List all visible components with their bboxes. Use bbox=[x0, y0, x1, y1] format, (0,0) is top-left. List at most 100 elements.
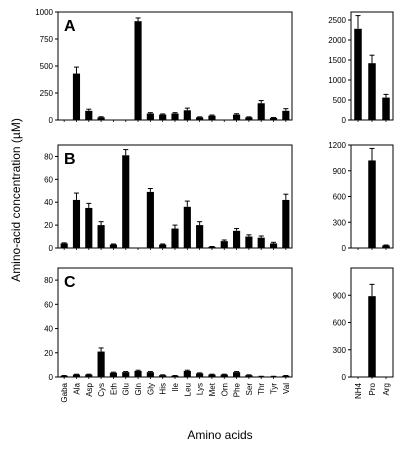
bar-ile bbox=[171, 113, 179, 120]
bar-met bbox=[208, 374, 216, 377]
panel-b-side: 0 300 600 900 1200 bbox=[328, 141, 394, 253]
bar-his bbox=[159, 375, 167, 377]
bar-tyr bbox=[269, 243, 278, 248]
bar-val bbox=[282, 375, 290, 377]
bar-thr bbox=[257, 103, 265, 120]
bar-glu bbox=[122, 155, 130, 248]
bar-his bbox=[159, 114, 167, 120]
category-label-val: Val bbox=[282, 383, 291, 394]
panel-c-side: 0 300 600 900 NH4 Pro Arg bbox=[333, 267, 394, 399]
bar-arg bbox=[382, 97, 390, 120]
panel-label: A bbox=[64, 18, 76, 35]
category-label-met: Met bbox=[208, 382, 217, 396]
y-tick-label: 600 bbox=[333, 193, 347, 202]
y-tick-label: 500 bbox=[333, 96, 347, 105]
y-tick-label: 1500 bbox=[328, 56, 346, 65]
chart-panels: 02505007501000A0500100015002000250002040… bbox=[35, 8, 394, 403]
bar-orn bbox=[220, 241, 228, 248]
category-label-nh4: NH4 bbox=[354, 382, 363, 399]
bar-ser bbox=[245, 117, 253, 120]
bar-lys bbox=[196, 373, 204, 377]
y-tick-label: 750 bbox=[40, 35, 54, 44]
bar-ser bbox=[245, 375, 253, 377]
panel-a-main: 0 250 500 750 1000 A bbox=[35, 8, 293, 125]
category-label-ser: Ser bbox=[245, 383, 254, 396]
y-tick-label: 0 bbox=[49, 373, 54, 382]
bar-ile bbox=[171, 228, 179, 248]
bar-cys bbox=[97, 117, 105, 120]
category-label-his: His bbox=[159, 383, 168, 395]
y-tick-label: 80 bbox=[44, 276, 53, 285]
category-label-gaba: Gaba bbox=[60, 382, 69, 402]
bar-val bbox=[282, 199, 290, 248]
y-tick-label: 1200 bbox=[328, 141, 346, 150]
bar-asp bbox=[85, 110, 93, 120]
bar-phe bbox=[233, 114, 241, 120]
bar-ala bbox=[72, 199, 81, 248]
y-tick-label: 0 bbox=[49, 116, 54, 125]
y-tick-label: 900 bbox=[333, 291, 347, 300]
bar-pro bbox=[368, 63, 376, 120]
y-tick-label: 40 bbox=[44, 198, 53, 207]
y-tick-label: 1000 bbox=[328, 76, 346, 85]
bar-phe bbox=[233, 372, 241, 377]
bar-gaba bbox=[60, 243, 68, 248]
category-label-gln: Gln bbox=[134, 383, 143, 395]
bar-gln bbox=[134, 370, 142, 377]
category-label-gly: Gly bbox=[146, 383, 155, 395]
y-tick-label: 300 bbox=[333, 346, 347, 355]
y-tick-label: 300 bbox=[333, 218, 347, 227]
bar-leu bbox=[183, 206, 191, 248]
bar-gly bbox=[146, 191, 154, 248]
category-label-tyr: Tyr bbox=[270, 383, 279, 394]
bar-leu bbox=[183, 110, 191, 120]
bar-gly bbox=[146, 372, 154, 377]
bar-lys bbox=[196, 117, 204, 120]
y-tick-label: 1000 bbox=[35, 8, 53, 17]
bar-gln bbox=[134, 21, 142, 120]
category-label-pro: Pro bbox=[368, 382, 377, 395]
y-tick-label: 0 bbox=[342, 373, 347, 382]
panel-label: B bbox=[64, 151, 76, 168]
bar-ile bbox=[171, 375, 179, 377]
y-tick-label: 60 bbox=[44, 300, 53, 309]
category-label-cys: Cys bbox=[97, 383, 106, 397]
bar-thr bbox=[257, 237, 265, 248]
category-label-ala: Ala bbox=[72, 382, 81, 394]
y-tick-label: 600 bbox=[333, 319, 347, 328]
x-axis-label: Amino acids bbox=[187, 428, 252, 442]
y-tick-label: 2000 bbox=[328, 36, 346, 45]
category-label-phe: Phe bbox=[233, 382, 242, 397]
plot-frame bbox=[57, 11, 293, 121]
panel-b-main: 0 20 40 60 80 B bbox=[44, 144, 293, 253]
y-tick-label: 60 bbox=[44, 175, 53, 184]
y-tick-label: 900 bbox=[333, 167, 347, 176]
y-tick-label: 0 bbox=[49, 244, 54, 253]
y-tick-label: 500 bbox=[40, 62, 54, 71]
y-tick-label: 20 bbox=[44, 349, 53, 358]
panel-label: C bbox=[64, 274, 76, 291]
bar-pro bbox=[368, 160, 376, 248]
bar-leu bbox=[183, 370, 191, 377]
category-label-ile: Ile bbox=[171, 382, 180, 391]
category-label-arg: Arg bbox=[382, 383, 391, 395]
plot-frame bbox=[57, 267, 293, 378]
bar-arg bbox=[382, 245, 390, 248]
bar-cys bbox=[97, 351, 105, 377]
bar-gaba bbox=[60, 375, 68, 377]
y-tick-label: 250 bbox=[40, 89, 54, 98]
bar-orn bbox=[220, 374, 228, 377]
bar-his bbox=[159, 244, 167, 248]
bar-met bbox=[208, 115, 216, 120]
bar-nh4 bbox=[354, 28, 362, 120]
bar-eth bbox=[109, 372, 117, 377]
bar-tyr bbox=[269, 117, 278, 120]
bar-pro bbox=[368, 296, 376, 377]
bar-eth bbox=[109, 244, 117, 248]
panel-c-main: 0 20 40 60 80 C Gaba Ala Asp Cys Eth Glu Gln Gly His Il… bbox=[44, 267, 293, 403]
category-label-lys: Lys bbox=[196, 383, 205, 395]
bar-asp bbox=[85, 207, 93, 248]
bar-glu bbox=[122, 372, 130, 377]
bar-val bbox=[282, 110, 290, 120]
